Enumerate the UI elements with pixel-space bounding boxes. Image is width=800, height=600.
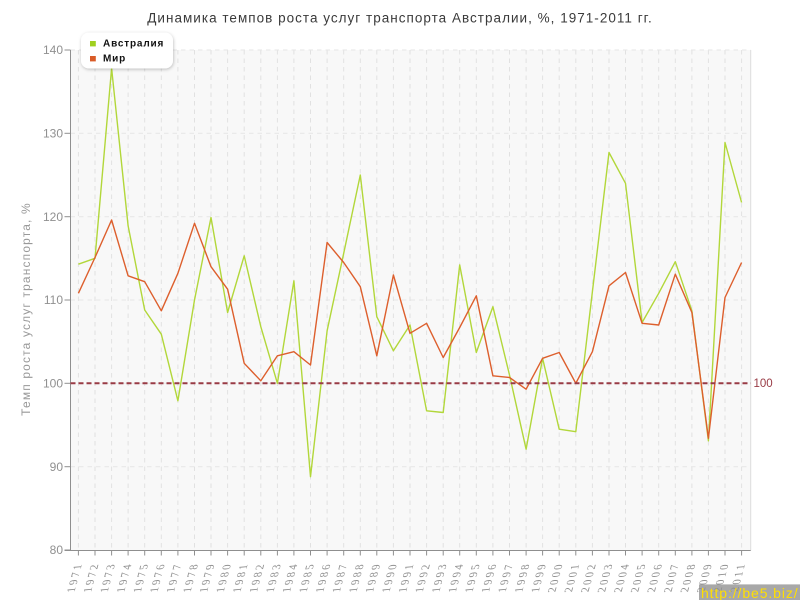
svg-text:100: 100 <box>754 378 773 390</box>
svg-text:Динамика темпов роста услуг тр: Динамика темпов роста услуг транспорта А… <box>147 11 652 26</box>
svg-text:140: 140 <box>43 43 63 57</box>
svg-text:110: 110 <box>44 293 63 307</box>
svg-text:Мир: Мир <box>103 53 126 64</box>
svg-text:90: 90 <box>50 460 64 474</box>
svg-text:80: 80 <box>50 543 64 557</box>
svg-text:Австралия: Австралия <box>103 38 164 49</box>
svg-text:http://be5.biz/: http://be5.biz/ <box>701 585 799 600</box>
svg-text:100: 100 <box>43 377 63 391</box>
svg-text:120: 120 <box>43 210 63 224</box>
svg-text:130: 130 <box>43 127 63 141</box>
svg-text:Темп роста услуг транспорта, %: Темп роста услуг транспорта, % <box>19 202 33 416</box>
